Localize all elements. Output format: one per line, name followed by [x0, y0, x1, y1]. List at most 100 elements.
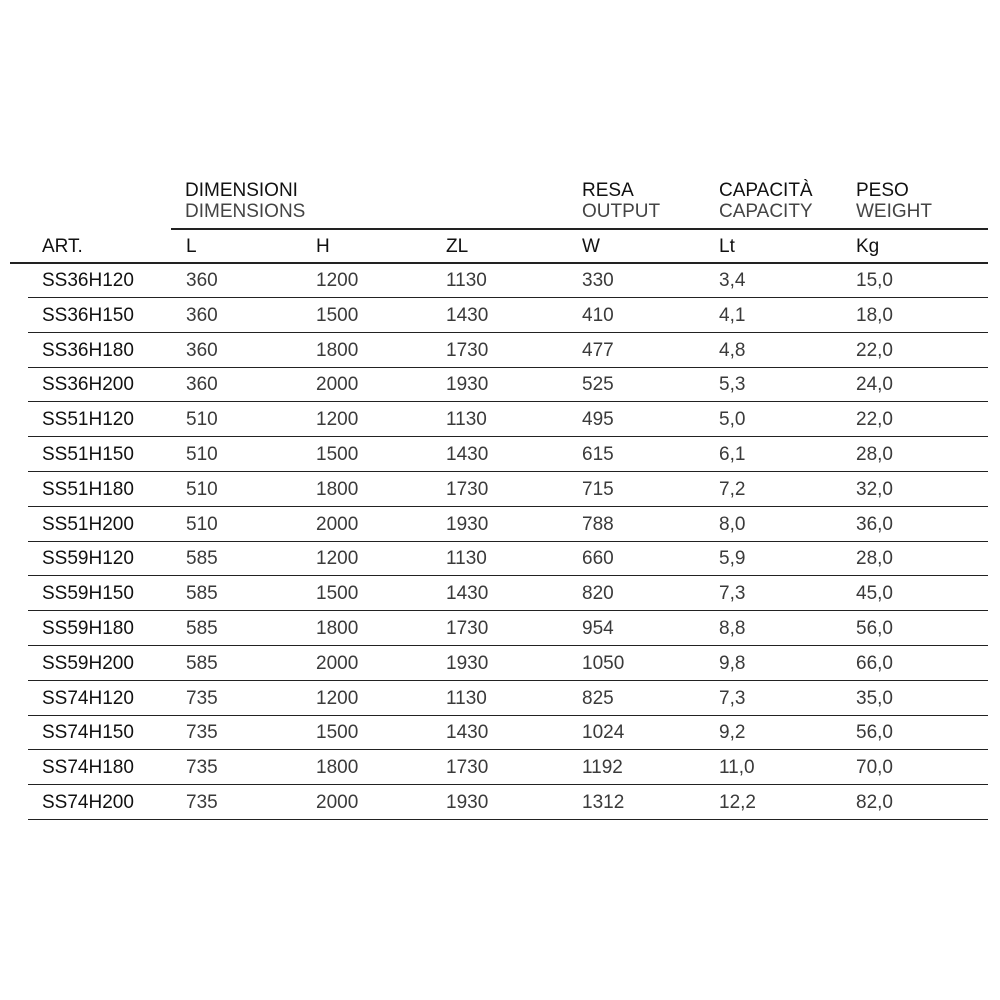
row-divider [28, 505, 988, 507]
cell-l: 360 [186, 270, 218, 291]
cell-l: 360 [186, 374, 218, 396]
group-title-it: RESA [582, 180, 634, 201]
table-row: SS51H200 510 2000 1930 788 8,0 36,0 [0, 514, 1000, 549]
cell-kg: 24,0 [856, 374, 893, 396]
cell-zl: 1430 [446, 583, 489, 605]
cell-w: 477 [582, 339, 614, 361]
row-divider [28, 401, 988, 403]
cell-lt: 8,8 [719, 618, 746, 639]
cell-h: 1500 [316, 583, 359, 605]
row-divider [28, 540, 988, 542]
cell-kg: 45,0 [856, 583, 893, 605]
cell-art: SS36H120 [42, 270, 134, 291]
cell-h: 1800 [316, 478, 359, 500]
row-divider [28, 714, 988, 716]
cell-h: 1800 [316, 757, 359, 779]
cell-zl: 1430 [446, 304, 489, 326]
cell-art: SS59H150 [42, 583, 134, 605]
header-divider [10, 262, 988, 264]
table-row: SS74H200 735 2000 1930 1312 12,2 82,0 [0, 792, 1000, 827]
cell-lt: 9,2 [719, 722, 746, 744]
cell-kg: 28,0 [856, 548, 893, 570]
cell-l: 585 [186, 652, 218, 674]
cell-w: 495 [582, 409, 614, 431]
table-row: SS59H180 585 1800 1730 954 8,8 56,0 [0, 618, 1000, 653]
cell-art: SS74H120 [42, 687, 134, 709]
cell-l: 510 [186, 444, 218, 465]
cell-w: 1312 [582, 792, 625, 813]
cell-lt: 5,9 [719, 548, 746, 570]
cell-art: SS59H200 [42, 652, 134, 674]
cell-art: SS74H180 [42, 757, 134, 779]
cell-w: 660 [582, 548, 614, 570]
column-header-zl: ZL [446, 236, 469, 257]
cell-h: 1200 [316, 409, 359, 431]
cell-h: 1500 [316, 722, 359, 744]
cell-l: 735 [186, 792, 218, 813]
cell-lt: 5,3 [719, 374, 746, 396]
cell-w: 715 [582, 478, 614, 500]
row-divider [28, 297, 988, 298]
cell-lt: 5,0 [719, 409, 746, 431]
cell-kg: 66,0 [856, 652, 893, 674]
group-title-it: CAPACITÀ [719, 180, 813, 201]
column-header-art: ART. [42, 236, 83, 257]
cell-w: 1192 [582, 757, 623, 779]
cell-lt: 7,2 [719, 478, 746, 500]
column-header-lt: Lt [719, 236, 735, 257]
group-title-it: DIMENSIONI [185, 180, 298, 201]
cell-lt: 4,1 [719, 304, 746, 326]
cell-zl: 1430 [446, 444, 489, 465]
cell-art: SS51H120 [42, 409, 134, 431]
cell-art: SS74H150 [42, 722, 134, 744]
cell-art: SS36H180 [42, 339, 134, 361]
table-row: SS59H200 585 2000 1930 1050 9,8 66,0 [0, 653, 1000, 688]
cell-h: 1200 [316, 687, 359, 709]
table-row: SS74H180 735 1800 1730 1192 11,0 70,0 [0, 757, 1000, 792]
cell-h: 2000 [316, 513, 359, 535]
row-divider [28, 471, 988, 472]
column-header-l: L [186, 236, 197, 257]
cell-h: 1200 [316, 270, 359, 291]
cell-lt: 3,4 [719, 270, 746, 291]
cell-lt: 4,8 [719, 339, 746, 361]
cell-kg: 56,0 [856, 722, 893, 744]
cell-h: 1200 [316, 548, 359, 570]
cell-kg: 22,0 [856, 409, 893, 431]
cell-lt: 12,2 [719, 792, 756, 813]
row-divider [28, 784, 988, 786]
cell-w: 525 [582, 374, 614, 396]
table-row: SS36H180 360 1800 1730 477 4,8 22,0 [0, 340, 1000, 375]
cell-zl: 1130 [446, 270, 487, 291]
cell-h: 2000 [316, 792, 359, 813]
cell-w: 954 [582, 618, 614, 639]
cell-w: 825 [582, 687, 614, 709]
cell-art: SS59H180 [42, 618, 134, 639]
cell-kg: 22,0 [856, 339, 893, 361]
cell-l: 510 [186, 478, 218, 500]
cell-art: SS36H200 [42, 374, 134, 396]
cell-l: 510 [186, 409, 218, 431]
cell-zl: 1730 [446, 339, 489, 361]
cell-l: 360 [186, 339, 218, 361]
cell-h: 1500 [316, 304, 359, 326]
cell-h: 1500 [316, 444, 359, 465]
cell-h: 1800 [316, 618, 359, 639]
cell-zl: 1130 [446, 409, 487, 431]
cell-w: 330 [582, 270, 614, 291]
cell-art: SS51H200 [42, 513, 134, 535]
cell-zl: 1730 [446, 757, 489, 779]
cell-zl: 1730 [446, 478, 489, 500]
table-row: SS36H120 360 1200 1130 330 3,4 15,0 [0, 270, 1000, 305]
table-row: SS36H200 360 2000 1930 525 5,3 24,0 [0, 374, 1000, 409]
cell-w: 1050 [582, 652, 625, 674]
table-row: SS36H150 360 1500 1430 410 4,1 18,0 [0, 305, 1000, 340]
cell-l: 360 [186, 304, 218, 326]
row-divider [28, 366, 988, 368]
cell-kg: 36,0 [856, 513, 893, 535]
group-title-en: DIMENSIONS [185, 201, 306, 222]
cell-l: 510 [186, 513, 218, 535]
cell-w: 410 [582, 304, 614, 326]
group-divider [171, 228, 988, 230]
cell-h: 2000 [316, 374, 359, 396]
